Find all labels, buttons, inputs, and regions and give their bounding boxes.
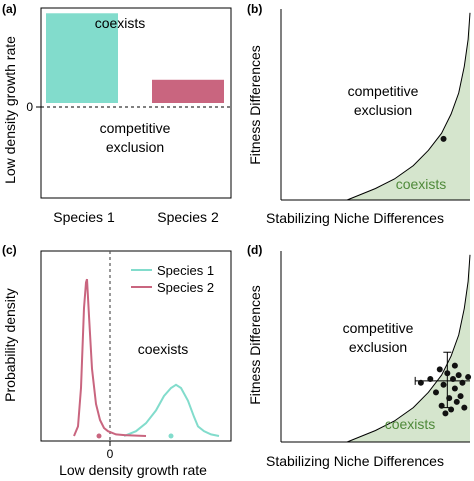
data-point (417, 379, 424, 386)
panel-a-exclusion-label-2: exclusion (106, 139, 164, 155)
data-point (455, 372, 462, 379)
panel-b-ylabel: Fitness Differences (247, 45, 263, 165)
mean-point-species-1 (168, 433, 174, 439)
data-point (451, 362, 458, 369)
panel-a-exclusion-label-1: competitive (100, 120, 171, 136)
data-point (465, 374, 472, 381)
panel-b: (b) competitive exclusion coexists Stabi… (247, 2, 471, 226)
panel-c-coexists-label: coexists (138, 341, 189, 357)
panel-d: (d) competitive exclusion coexists Stabi… (247, 243, 472, 469)
panel-a-coexists-label: coexists (95, 15, 146, 31)
panel-c-legend: Species 1 Species 2 (131, 263, 214, 295)
panel-b-points (440, 135, 447, 142)
data-point (440, 381, 447, 388)
bar-species-1 (46, 13, 118, 103)
panel-c: (c) 0 Species 1 Species 2 coexists Low d… (2, 243, 232, 478)
panel-c-xlabel: Low density growth rate (59, 462, 207, 478)
data-point (448, 406, 455, 413)
panel-a-label: (a) (2, 2, 17, 16)
panel-c-frame (40, 250, 232, 442)
legend-label-species-1: Species 1 (157, 263, 214, 278)
data-point (459, 379, 466, 386)
data-point (461, 404, 468, 411)
panel-d-ylabel: Fitness Differences (247, 285, 263, 405)
panel-d-coexist-region (347, 254, 470, 442)
panel-d-xlabel: Stabilizing Niche Differences (266, 453, 444, 469)
panel-a-category-2: Species 2 (157, 209, 219, 225)
panel-c-density-lines (73, 278, 220, 439)
panel-c-ylabel: Probability density (2, 288, 18, 402)
legend-label-species-2: Species 2 (157, 280, 214, 295)
panel-b-coexist-region (347, 12, 470, 200)
panel-a: (a) 0 coexists competitive exclusion Spe… (2, 2, 232, 225)
panel-b-exclusion-label-1: competitive (348, 83, 419, 99)
panel-b-label: (b) (247, 2, 262, 16)
density-line-species-1 (123, 383, 220, 437)
data-point (457, 393, 464, 400)
panel-b-coexists-label: coexists (396, 176, 447, 192)
panel-d-label: (d) (247, 243, 262, 257)
panel-b-boundary-curve (346, 12, 471, 201)
data-point (442, 410, 449, 417)
panel-d-exclusion-label-1: competitive (343, 320, 414, 336)
data-point (449, 375, 456, 382)
data-point (444, 370, 451, 377)
bar-species-2 (152, 79, 224, 103)
panel-d-coexists-label: coexists (385, 416, 436, 432)
panel-a-ylabel: Low density growth rate (2, 36, 18, 184)
data-point (427, 375, 434, 382)
data-point (446, 395, 453, 402)
data-point (436, 366, 443, 373)
panel-d-boundary-curve (346, 254, 471, 443)
panel-b-exclusion-label-2: exclusion (354, 102, 412, 118)
panel-a-category-1: Species 1 (53, 209, 115, 225)
data-point (440, 135, 447, 142)
panel-d-exclusion-label-2: exclusion (349, 339, 407, 355)
data-point (432, 389, 439, 396)
mean-point-species-2 (96, 433, 102, 439)
panel-a-bars (46, 13, 224, 103)
density-line-species-2 (73, 278, 147, 437)
data-point (453, 398, 460, 405)
data-point (438, 402, 445, 409)
panel-a-zero-label: 0 (26, 100, 33, 114)
panel-d-points (417, 362, 472, 417)
panel-c-label: (c) (2, 243, 17, 257)
panel-b-xlabel: Stabilizing Niche Differences (266, 210, 444, 226)
panel-a-frame (40, 7, 232, 199)
panel-c-zero-label: 0 (107, 447, 114, 461)
data-point (451, 385, 458, 392)
